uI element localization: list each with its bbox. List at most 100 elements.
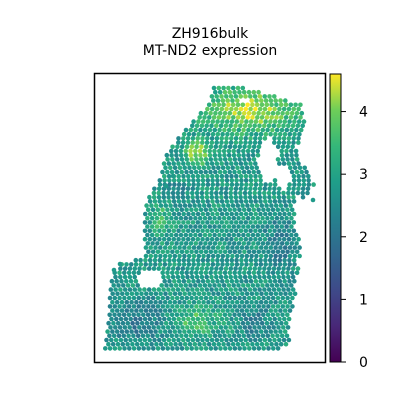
spot xyxy=(236,127,242,133)
spot xyxy=(274,232,280,238)
spot xyxy=(284,148,289,154)
spot xyxy=(184,295,190,301)
spot xyxy=(243,337,248,343)
spot xyxy=(194,304,199,309)
spot xyxy=(281,106,287,112)
spot xyxy=(217,207,223,213)
spot xyxy=(125,283,131,288)
spot xyxy=(206,102,212,108)
spot xyxy=(271,194,277,200)
spot xyxy=(277,316,282,322)
spot xyxy=(114,278,119,284)
spot xyxy=(144,203,149,208)
spot xyxy=(269,224,275,229)
spot xyxy=(202,224,208,229)
spot xyxy=(251,249,257,255)
spot xyxy=(163,203,169,208)
spot xyxy=(174,152,179,158)
spot xyxy=(220,119,225,124)
spot xyxy=(208,295,214,301)
spot xyxy=(275,241,280,246)
spot xyxy=(244,253,250,259)
spot xyxy=(222,241,227,246)
spot xyxy=(198,312,204,318)
spot xyxy=(233,325,238,330)
spot xyxy=(272,228,277,234)
spot xyxy=(222,295,228,301)
spot xyxy=(234,278,239,284)
spot xyxy=(224,119,230,124)
spot xyxy=(154,320,159,326)
spot xyxy=(117,304,122,309)
colorbar-tick-label: 4 xyxy=(359,105,368,121)
spot xyxy=(229,228,234,234)
spot xyxy=(160,312,165,318)
spot xyxy=(208,249,214,255)
spot xyxy=(263,182,268,187)
spot xyxy=(147,211,153,217)
spot xyxy=(131,304,137,309)
spot xyxy=(146,249,151,255)
spot xyxy=(227,207,233,213)
spot xyxy=(113,325,118,330)
spot xyxy=(215,278,220,284)
spot xyxy=(196,329,202,334)
spot xyxy=(115,291,120,297)
spot xyxy=(216,291,221,297)
spot xyxy=(229,106,234,112)
spot xyxy=(251,346,257,351)
spot xyxy=(165,312,170,318)
spot xyxy=(249,131,254,137)
spot xyxy=(200,186,205,192)
spot xyxy=(247,190,253,196)
spot xyxy=(109,278,115,284)
spot xyxy=(141,346,146,351)
spot xyxy=(292,119,297,124)
spot xyxy=(193,224,198,229)
spot xyxy=(232,169,237,175)
spot xyxy=(228,325,233,330)
spot xyxy=(183,320,188,326)
spot xyxy=(216,203,221,208)
spot xyxy=(241,215,246,221)
spot xyxy=(239,299,245,305)
spot xyxy=(201,165,207,171)
spot xyxy=(162,211,167,217)
spot xyxy=(211,85,217,91)
spot xyxy=(222,110,228,116)
spot xyxy=(306,178,311,183)
spot xyxy=(153,245,158,250)
spot xyxy=(171,211,177,217)
spot xyxy=(174,207,180,213)
spot xyxy=(247,144,252,150)
spot xyxy=(173,283,179,288)
spot xyxy=(195,211,201,217)
spot xyxy=(194,346,199,351)
spot xyxy=(221,283,227,288)
spot xyxy=(265,312,271,318)
spot xyxy=(103,346,108,351)
spot xyxy=(179,333,184,339)
spot xyxy=(169,207,175,213)
spot xyxy=(277,119,283,124)
spot xyxy=(222,249,228,255)
spot xyxy=(177,291,183,297)
spot xyxy=(225,253,230,259)
spot xyxy=(272,186,277,192)
spot xyxy=(200,236,205,242)
spot xyxy=(161,194,167,200)
spot xyxy=(176,173,181,179)
spot xyxy=(191,262,196,267)
spot xyxy=(258,211,263,217)
spot xyxy=(282,299,288,305)
spot xyxy=(198,157,204,162)
spot xyxy=(234,299,240,305)
spot xyxy=(266,295,271,301)
spot xyxy=(277,262,283,267)
spot xyxy=(224,278,230,284)
spot xyxy=(277,106,282,112)
spot xyxy=(296,236,301,242)
spot xyxy=(203,304,209,309)
spot xyxy=(249,291,255,297)
spot xyxy=(285,304,290,309)
